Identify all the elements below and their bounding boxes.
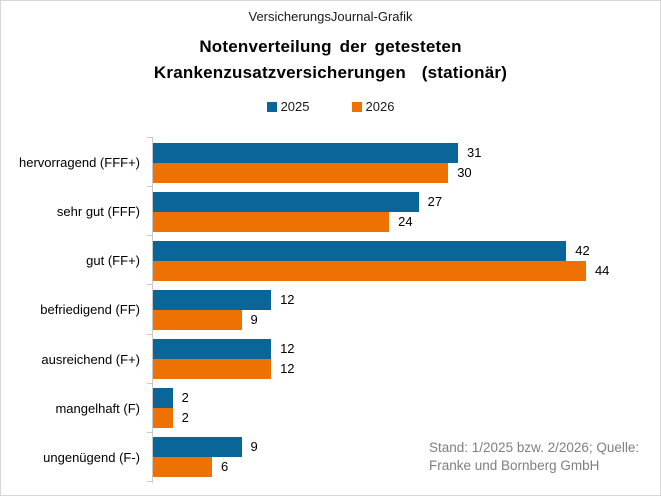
bar-line: 44 <box>153 260 610 281</box>
value-label: 9 <box>250 439 258 455</box>
axis-tick <box>147 186 152 188</box>
bar-2026 <box>153 260 586 281</box>
brand-caption: VersicherungsJournal-Grafik <box>248 9 413 24</box>
bar-line: 30 <box>153 162 482 183</box>
category-label: sehr gut (FFF) <box>56 204 140 220</box>
chart-row: ungenügend (F-) 9 6 <box>1 433 660 482</box>
bar-line: 12 <box>153 289 295 310</box>
bar-2025 <box>153 388 173 409</box>
bar-line: 42 <box>153 240 609 261</box>
chart-row: mangelhaft (F) 2 2 <box>1 384 660 433</box>
value-label: 42 <box>575 242 590 258</box>
bar-line: 27 <box>153 191 443 212</box>
bar-2026 <box>153 408 173 429</box>
category-label: ungenügend (F-) <box>43 449 140 465</box>
bar-2025 <box>153 142 459 163</box>
value-label: 9 <box>250 311 258 327</box>
bar-2025 <box>153 289 272 310</box>
bar-line: 24 <box>153 211 442 232</box>
axis-tick <box>147 382 152 384</box>
bar-line: 2 <box>153 408 189 429</box>
bar-2026 <box>153 309 242 330</box>
category-label: hervorragend (FFF+) <box>18 155 140 171</box>
value-label: 12 <box>280 361 295 377</box>
bar-2025 <box>153 191 419 212</box>
axis-line <box>152 137 153 483</box>
bar-2026 <box>153 359 272 380</box>
source-note: Stand: 1/2025 bzw. 2/2026; Quelle: Frank… <box>429 440 640 473</box>
bar-line: 9 <box>153 309 295 330</box>
bar-2025 <box>153 339 272 360</box>
value-label: 12 <box>280 291 295 307</box>
value-label: 27 <box>427 193 443 209</box>
category-label: ausreichend (F+) <box>41 351 140 367</box>
bar-group: 27 24 <box>153 191 443 232</box>
legend-label: 2025 <box>280 99 310 114</box>
axis-tick <box>147 431 152 433</box>
chart-row: befriedigend (FF) 12 9 <box>1 285 660 334</box>
bar-group: 12 12 <box>153 339 295 380</box>
axis-tick <box>147 137 152 138</box>
value-label: 2 <box>181 410 189 426</box>
axis-tick <box>147 481 152 482</box>
chart-row: gut (FF+) 42 44 <box>1 236 660 285</box>
bar-2026 <box>153 457 213 478</box>
axis-tick <box>147 235 152 237</box>
bar-line: 9 <box>153 437 258 458</box>
legend-swatch-2025 <box>266 101 277 112</box>
bar-2026 <box>153 211 390 232</box>
value-label: 31 <box>467 144 482 160</box>
value-label: 12 <box>280 341 295 357</box>
bar-line: 12 <box>153 339 295 360</box>
value-label: 44 <box>594 262 610 278</box>
legend-swatch-2026 <box>351 101 362 112</box>
plot-area: hervorragend (FFF+) 31 30 sehr gut (FFF) 27 2… <box>1 138 660 482</box>
chart-row: ausreichend (F+) 12 12 <box>1 335 660 384</box>
legend-label: 2026 <box>365 99 395 114</box>
value-label: 6 <box>221 459 229 475</box>
bar-line: 6 <box>153 457 258 478</box>
category-label: mangelhaft (F) <box>55 400 140 416</box>
bar-group: 12 9 <box>153 289 295 330</box>
legend: 2025 2026 <box>1 99 660 114</box>
bar-group: 31 30 <box>153 142 482 183</box>
chart-row: hervorragend (FFF+) 31 30 <box>1 138 660 187</box>
bar-line: 31 <box>153 142 482 163</box>
category-label: gut (FF+) <box>86 253 140 269</box>
category-label: befriedigend (FF) <box>40 302 140 318</box>
chart-row: sehr gut (FFF) 27 24 <box>1 187 660 236</box>
bar-2025 <box>153 240 567 261</box>
bar-2025 <box>153 437 242 458</box>
axis-tick <box>147 333 152 335</box>
value-label: 24 <box>398 213 413 229</box>
chart-title: Notenverteilung der getesteten Krankenzu… <box>153 37 508 82</box>
value-label: 2 <box>181 390 189 406</box>
value-label: 30 <box>457 164 472 180</box>
bar-group: 42 44 <box>153 240 610 281</box>
bar-2026 <box>153 162 449 183</box>
legend-item-2025: 2025 <box>266 99 310 114</box>
bar-line: 12 <box>153 359 295 380</box>
axis-tick <box>147 284 152 286</box>
bar-line: 2 <box>153 388 189 409</box>
legend-item-2026: 2026 <box>351 99 395 114</box>
